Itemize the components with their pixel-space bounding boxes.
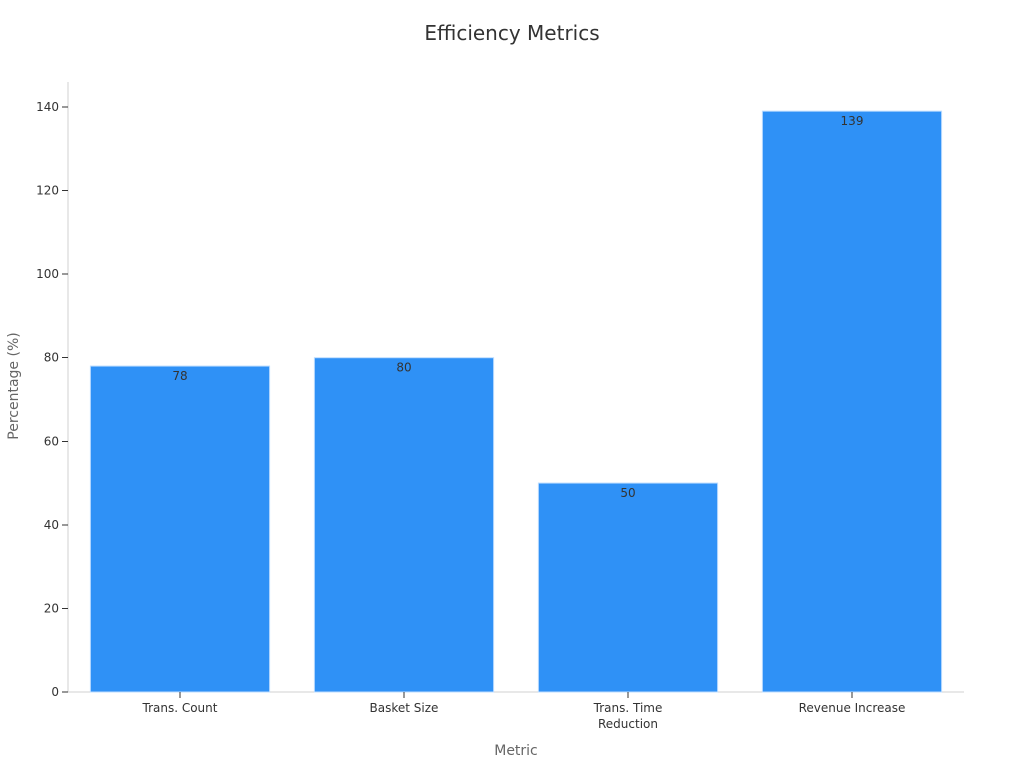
data-label: 80 <box>396 361 411 375</box>
y-tick-label: 40 <box>44 518 59 532</box>
bar <box>313 357 495 693</box>
bar <box>761 110 943 693</box>
data-label: 50 <box>620 486 635 500</box>
x-tick-label: Trans. Count <box>142 701 218 715</box>
bar <box>89 365 271 693</box>
y-tick-label: 100 <box>36 267 59 281</box>
y-tick-label: 120 <box>36 184 59 198</box>
x-ticks-group: Trans. Count Basket Size Trans. Time Reduct… <box>142 692 906 731</box>
y-tick-label: 20 <box>44 601 59 615</box>
data-label: 78 <box>172 369 187 383</box>
data-labels-group: 78 80 50 139 <box>172 114 863 500</box>
x-tick-label: Revenue Increase <box>799 701 906 715</box>
y-tick-label: 0 <box>51 685 59 699</box>
x-tick-label-line: Revenue Increase <box>799 701 906 715</box>
y-tick-label: 140 <box>36 100 59 114</box>
x-tick-label-line: Basket Size <box>370 701 439 715</box>
bars-group <box>89 110 943 693</box>
y-tick-label: 60 <box>44 434 59 448</box>
x-tick-label-line: Trans. Count <box>142 701 218 715</box>
y-ticks-group: 0 20 40 60 80 100 120 140 <box>36 100 68 699</box>
chart-title: Efficiency Metrics <box>424 21 599 45</box>
x-tick-label: Trans. Time Reduction <box>593 701 663 731</box>
data-label: 139 <box>841 114 864 128</box>
x-tick-label-line: Trans. Time <box>593 701 663 715</box>
x-axis-label: Metric <box>494 743 538 759</box>
y-tick-label: 80 <box>44 351 59 365</box>
x-tick-label: Basket Size <box>370 701 439 715</box>
y-axis-label: Percentage (%) <box>6 332 22 439</box>
x-tick-label-line: Reduction <box>598 717 658 731</box>
bar <box>537 482 719 693</box>
